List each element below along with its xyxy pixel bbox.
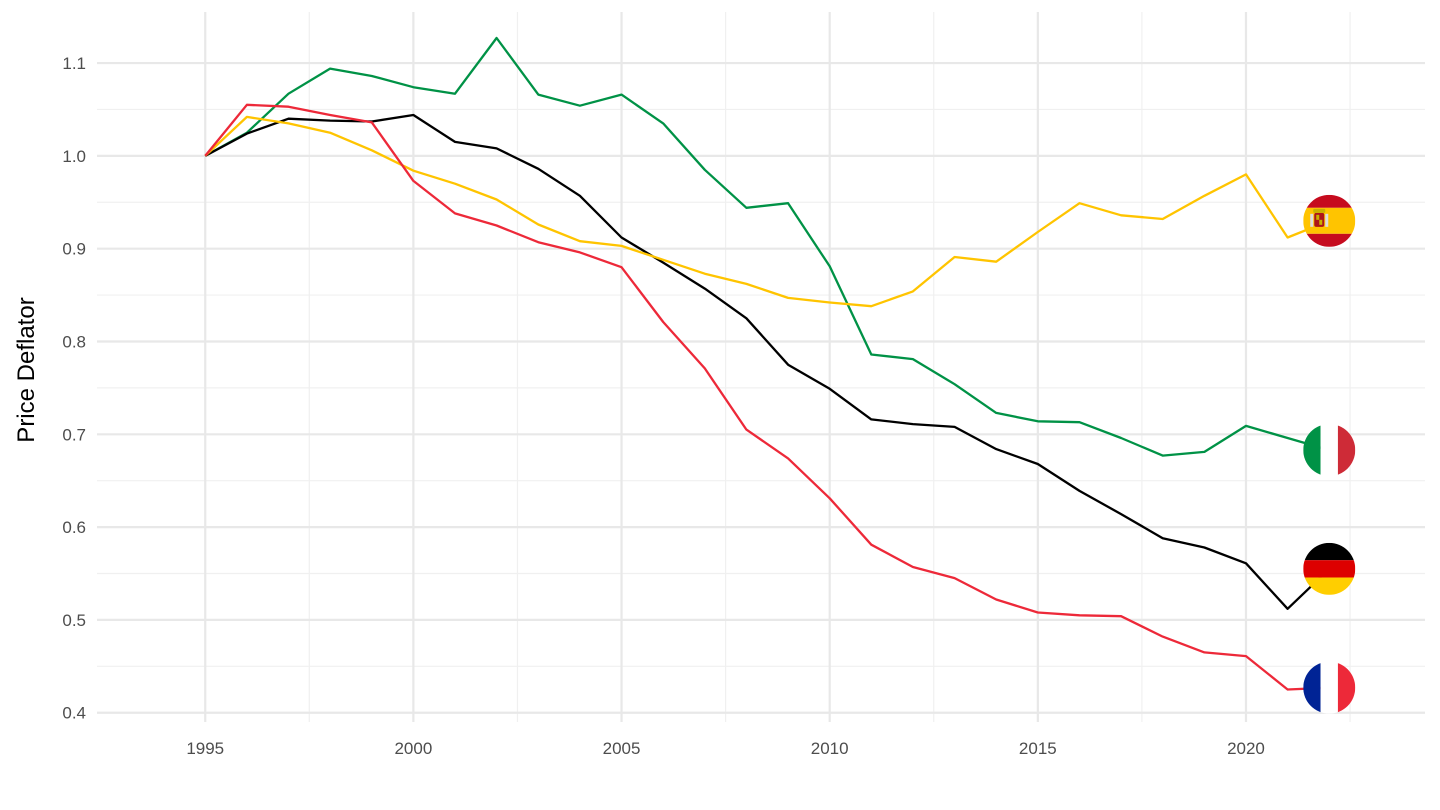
x-tick-label: 2015 [1019, 739, 1057, 758]
france-series-line [204, 103, 1330, 691]
italy-series-line [204, 36, 1330, 457]
major-gridlines [97, 12, 1425, 722]
spain-flag [1303, 194, 1356, 247]
spain-series-line [204, 115, 1330, 308]
y-tick-label: 1.1 [62, 54, 86, 73]
x-tick-label: 1995 [186, 739, 224, 758]
series-lines [204, 36, 1331, 691]
germany-flag [1303, 542, 1356, 595]
y-tick-label: 0.4 [62, 704, 86, 723]
y-tick-label: 0.5 [62, 611, 86, 630]
y-tick-label: 0.6 [62, 518, 86, 537]
y-axis-title: Price Deflator [13, 297, 40, 442]
y-tick-label: 0.8 [62, 332, 86, 351]
country-flags [1303, 194, 1356, 714]
minor-gridlines [97, 12, 1425, 722]
italy-flag [1303, 424, 1356, 477]
france-flag [1303, 661, 1356, 714]
x-tick-label: 2005 [603, 739, 641, 758]
x-tick-label: 2000 [394, 739, 432, 758]
y-tick-label: 0.9 [62, 240, 86, 259]
x-axis-tick-labels: 1995 2000 2005 2010 2015 2020 [186, 739, 1265, 758]
y-tick-label: 1.0 [62, 147, 86, 166]
germany-series-line [204, 113, 1331, 610]
x-tick-label: 2020 [1227, 739, 1265, 758]
x-tick-label: 2010 [811, 739, 849, 758]
y-tick-label: 0.7 [62, 425, 86, 444]
y-axis-tick-labels: 0.4 0.5 0.6 0.7 0.8 0.9 1.0 1.1 [62, 54, 86, 723]
